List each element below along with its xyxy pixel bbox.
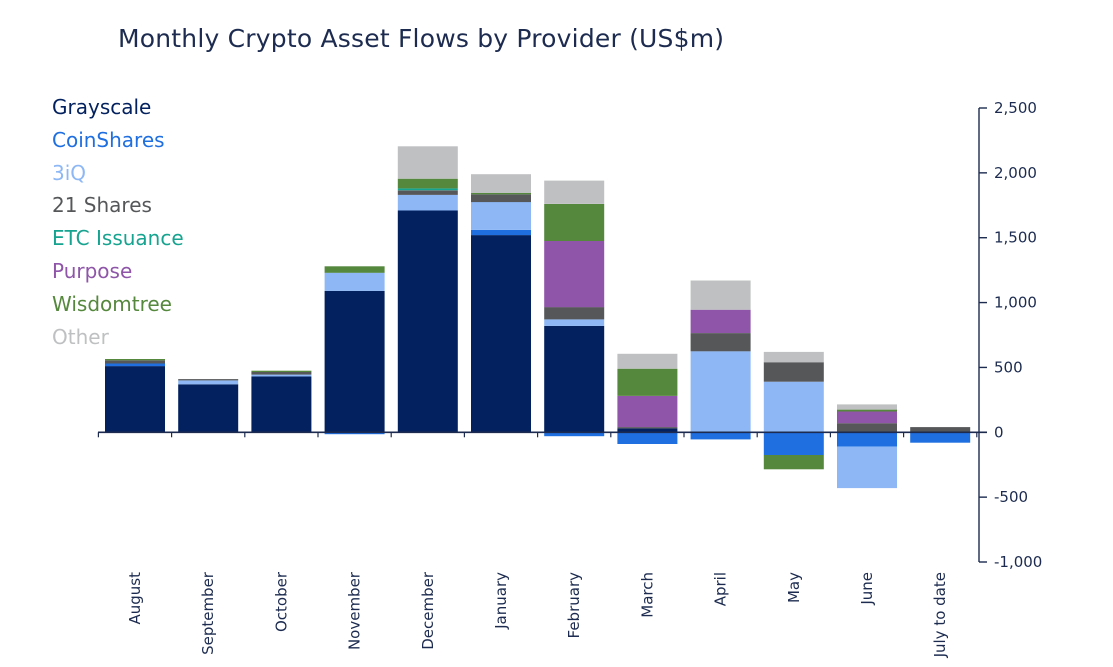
bar-21-shares-december <box>397 190 458 195</box>
x-tick-label-august: August <box>126 572 144 625</box>
legend-item-21-shares: 21 Shares <box>52 193 152 218</box>
bar-grayscale-september <box>178 384 239 433</box>
bar-21-shares-may <box>763 362 824 382</box>
x-tick-label-june: June <box>858 572 876 606</box>
bar-purpose-february <box>544 241 605 308</box>
x-tick-label-may: May <box>785 572 803 603</box>
bar-grayscale-february <box>544 325 605 433</box>
bar-grayscale-october <box>251 376 312 433</box>
x-tick-label-april: April <box>712 572 730 606</box>
bar-other-may <box>763 351 824 363</box>
bar-21-shares-september <box>178 379 239 381</box>
bar-wisdomtree-august <box>105 359 165 361</box>
y-tick-label: 2,000 <box>994 164 1037 182</box>
bar-21-shares-april <box>690 333 751 352</box>
y-tick-label: -1,000 <box>994 553 1042 571</box>
bar-coinshares-july-to-date <box>910 432 971 443</box>
bar-3iq-may <box>763 381 824 433</box>
bar-other-april <box>690 280 751 310</box>
y-tick-label: 2,500 <box>994 99 1037 117</box>
bar-wisdomtree-october <box>251 370 312 372</box>
bar-3iq-september <box>178 380 239 385</box>
bar-wisdomtree-december <box>397 178 458 189</box>
bar-grayscale-december <box>397 210 458 433</box>
legend-item-coinshares: CoinShares <box>52 127 165 152</box>
x-tick-label-february: February <box>565 572 583 639</box>
bar-3iq-april <box>690 351 751 433</box>
legend-item-3iq: 3iQ <box>52 160 87 185</box>
legend: Grayscale CoinShares 3iQ 21 Shares ETC Issua… <box>52 92 184 354</box>
bar-grayscale-march <box>617 428 678 433</box>
x-tick-label-december: December <box>419 571 437 650</box>
bar-coinshares-january <box>471 229 531 236</box>
bar-wisdomtree-june <box>837 409 897 412</box>
bar-coinshares-august <box>105 363 165 367</box>
y-tick-label: 1,000 <box>994 294 1037 312</box>
bar-21-shares-march <box>617 427 678 429</box>
bar-3iq-june <box>837 446 897 489</box>
x-tick-label-january: January <box>492 572 510 630</box>
bar-grayscale-november <box>324 290 385 433</box>
bar-21-shares-february <box>544 307 605 320</box>
bar-purpose-june <box>837 411 897 424</box>
bar-3iq-february <box>544 319 605 326</box>
bar-21-shares-october <box>251 372 312 375</box>
bar-etc-issuance-december <box>397 188 458 191</box>
bar-other-june <box>837 404 897 410</box>
x-tick-label-october: October <box>272 571 290 632</box>
chart-title: Monthly Crypto Asset Flows by Provider (… <box>118 24 725 53</box>
bar-coinshares-march <box>617 432 678 444</box>
bar-coinshares-february <box>544 432 605 437</box>
bar-grayscale-january <box>471 235 531 433</box>
y-tick-label: 500 <box>994 358 1023 376</box>
bar-wisdomtree-may <box>763 455 824 470</box>
bar-3iq-november <box>324 272 385 291</box>
bar-3iq-december <box>397 194 458 211</box>
bar-21-shares-july-to-date <box>910 427 971 433</box>
legend-item-other: Other <box>52 324 109 349</box>
bar-other-january <box>471 174 531 193</box>
bar-coinshares-november <box>324 432 385 435</box>
bar-wisdomtree-march <box>617 368 678 396</box>
legend-item-wisdomtree: Wisdomtree <box>52 291 172 316</box>
bar-other-december <box>397 146 458 179</box>
bar-wisdomtree-february <box>544 204 605 241</box>
x-tick-label-september: September <box>199 571 217 655</box>
x-tick-label-july-to-date: July to date <box>931 572 949 658</box>
legend-item-purpose: Purpose <box>52 258 133 283</box>
legend-item-etc-issuance: ETC Issuance <box>52 226 184 251</box>
bar-wisdomtree-november <box>324 266 385 273</box>
y-tick-label: -500 <box>994 488 1028 506</box>
bar-21-shares-january <box>471 194 531 203</box>
bar-coinshares-april <box>690 432 751 440</box>
x-tick-label-november: November <box>346 571 364 650</box>
bar-coinshares-june <box>837 432 897 447</box>
bar-other-march <box>617 353 678 369</box>
x-tick-label-march: March <box>638 572 656 618</box>
y-tick-label: 1,500 <box>994 229 1037 247</box>
bar-3iq-october <box>251 374 312 377</box>
bar-grayscale-august <box>105 366 165 433</box>
bar-purpose-april <box>690 309 751 333</box>
bar-other-february <box>544 180 605 204</box>
bar-purpose-march <box>617 396 678 428</box>
y-tick-label: 0 <box>994 423 1004 441</box>
bar-21-shares-august <box>105 360 165 364</box>
bar-3iq-january <box>471 202 531 230</box>
bar-21-shares-june <box>837 423 897 433</box>
bar-wisdomtree-january <box>471 193 531 195</box>
legend-item-grayscale: Grayscale <box>52 95 152 119</box>
bar-coinshares-may <box>763 432 824 455</box>
